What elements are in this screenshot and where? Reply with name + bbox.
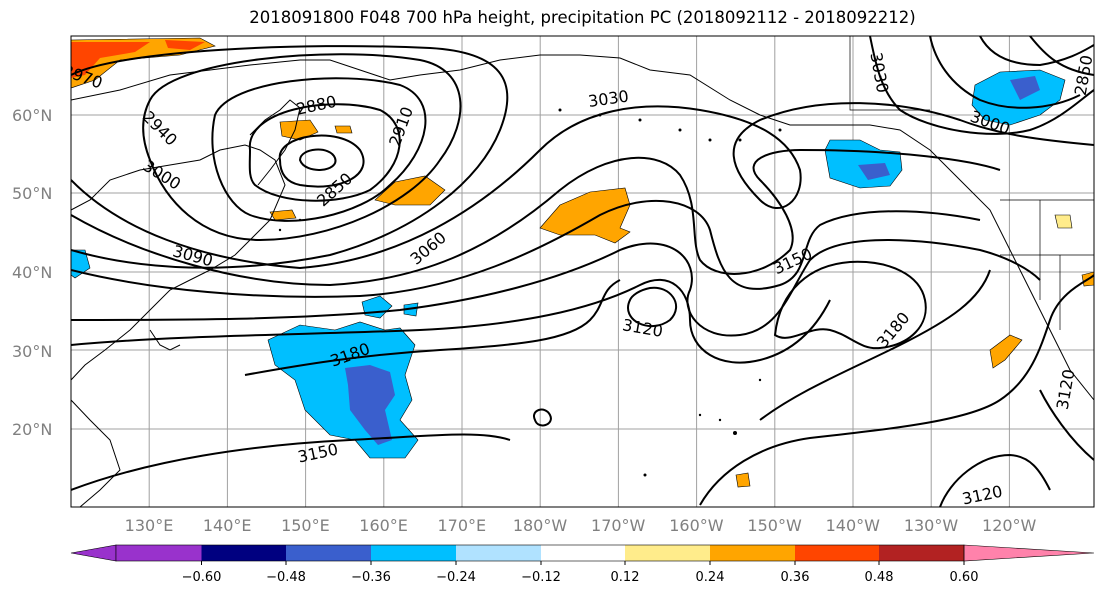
lat-label: 50°N — [12, 184, 52, 203]
map-title: 2018091800 F048 700 hPa height, precipit… — [249, 8, 916, 27]
contour-line — [71, 433, 511, 491]
colorbar-segment — [371, 545, 456, 561]
colorbar-segment — [286, 545, 371, 561]
contour-line — [773, 260, 927, 350]
lat-label: 60°N — [12, 106, 52, 125]
precip-positive-area — [539, 187, 631, 244]
colorbar: −0.60 −0.48 −0.36 −0.24 −0.12 0.12 0.24 0.36 0.4… — [70, 544, 1095, 585]
latitude-labels: 60°N 50°N 40°N 30°N 20°N — [12, 106, 52, 439]
lon-label: 170°E — [437, 516, 486, 535]
contour-line — [869, 36, 1094, 135]
lon-label: 130°W — [904, 516, 959, 535]
contour-line — [71, 102, 1094, 270]
contour-line — [1039, 389, 1094, 461]
contour-line — [211, 77, 427, 222]
colorbar-tick-label: 0.12 — [611, 570, 640, 585]
colorbar-tick-label: −0.60 — [182, 570, 222, 585]
colorbar-tick-label: 0.36 — [781, 570, 810, 585]
colorbar-segment — [541, 545, 625, 561]
precip-strong-negative-area — [345, 365, 395, 445]
colorbar-segment — [710, 545, 795, 561]
colorbar-extend-low — [70, 544, 117, 562]
contour-line — [929, 36, 1081, 109]
lon-label: 150°W — [747, 516, 802, 535]
lon-label: 130°E — [125, 516, 174, 535]
contour-line — [699, 274, 1094, 506]
precip-positive-area — [735, 472, 751, 488]
precip-positive-area — [334, 125, 353, 134]
precip-strong-negative-area — [858, 163, 890, 180]
contour-line — [71, 279, 831, 364]
lat-label: 40°N — [12, 263, 52, 282]
colorbar-frame — [115, 544, 965, 562]
lat-label: 20°N — [12, 420, 52, 439]
colorbar-tick-label: −0.24 — [436, 570, 476, 585]
colorbar-segment — [879, 545, 964, 561]
lon-label: 140°E — [203, 516, 252, 535]
precip-negative-area — [971, 69, 1066, 126]
lat-label: 30°N — [12, 342, 52, 361]
contour-line — [533, 408, 552, 427]
contour-line — [244, 279, 621, 376]
colorbar-tick-label: −0.48 — [266, 570, 306, 585]
lon-label: 180°W — [513, 516, 568, 535]
lon-label: 170°W — [591, 516, 646, 535]
colorbar-tick-label: 0.24 — [696, 570, 725, 585]
contour-line — [248, 103, 401, 202]
lon-label: 160°W — [669, 516, 724, 535]
colorbar-tick-label: −0.12 — [521, 570, 561, 585]
colorbar-segment — [625, 545, 710, 561]
colorbar-extend-high — [963, 544, 1095, 562]
precip-strong-positive-area — [71, 42, 150, 78]
lon-label: 150°E — [281, 516, 330, 535]
colorbar-segment — [201, 545, 286, 561]
lon-label: 160°E — [359, 516, 408, 535]
precip-strong-positive-area — [165, 40, 205, 50]
contour-line — [759, 269, 991, 421]
contour-line — [979, 36, 1094, 67]
colorbar-segment — [116, 545, 202, 561]
lon-label: 120°W — [982, 516, 1037, 535]
colorbar-tick-label: 0.60 — [950, 570, 979, 585]
longitude-labels: 130°E 140°E 150°E 160°E 170°E 180°W 170°W 160°W… — [125, 516, 1037, 535]
contour-line — [627, 286, 677, 327]
contour-line — [939, 453, 1051, 507]
height-contours — [71, 36, 1094, 507]
precip-strong-negative-area — [1010, 76, 1040, 100]
lon-label: 140°W — [826, 516, 881, 535]
colorbar-tick-label: −0.36 — [351, 570, 391, 585]
contour-line — [71, 148, 1001, 287]
contour-line — [278, 134, 365, 188]
contour-line — [71, 239, 1041, 337]
contour-label: 2850 — [1071, 54, 1097, 97]
contour-line — [71, 199, 981, 298]
colorbar-segment — [456, 545, 541, 561]
precip-positive-area — [989, 334, 1023, 369]
contour-line — [298, 148, 337, 171]
precip-positive-area — [269, 209, 297, 221]
contour-line — [1029, 36, 1094, 76]
political-borders — [849, 36, 1094, 330]
colorbar-tick-label: 0.48 — [865, 570, 894, 585]
contour-line — [71, 45, 509, 269]
precip-weak-positive-area — [1054, 214, 1073, 229]
aleutian-islands — [278, 108, 782, 477]
contour-line — [142, 53, 462, 242]
precip-shading — [71, 37, 1094, 488]
colorbar-segment — [795, 545, 879, 561]
map-border — [70, 35, 1095, 508]
